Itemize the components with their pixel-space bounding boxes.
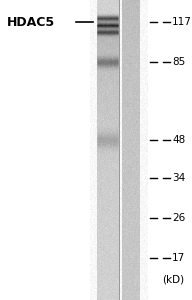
Text: 48: 48 — [172, 135, 185, 145]
Text: (kD): (kD) — [162, 275, 184, 285]
Text: 26: 26 — [172, 213, 185, 223]
Text: 17: 17 — [172, 253, 185, 263]
Text: 85: 85 — [172, 57, 185, 67]
Text: HDAC5: HDAC5 — [7, 16, 55, 28]
Text: 34: 34 — [172, 173, 185, 183]
Text: 117: 117 — [172, 17, 192, 27]
